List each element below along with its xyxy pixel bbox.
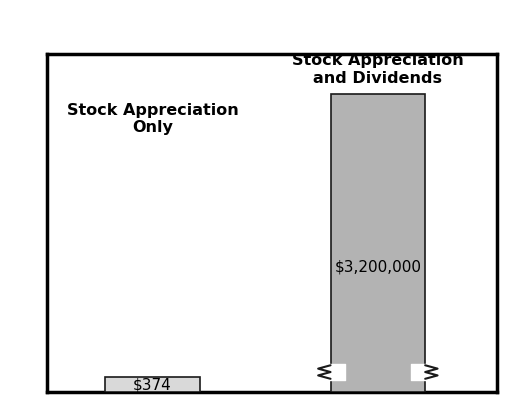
Bar bbox=[105, 377, 200, 392]
Text: $3,200,000: $3,200,000 bbox=[334, 260, 421, 275]
Text: $374: $374 bbox=[133, 377, 172, 392]
Bar bbox=[330, 94, 425, 392]
Text: Stock Appreciation
and Dividends: Stock Appreciation and Dividends bbox=[292, 53, 464, 86]
Text: Stock Appreciation
Only: Stock Appreciation Only bbox=[67, 102, 238, 135]
